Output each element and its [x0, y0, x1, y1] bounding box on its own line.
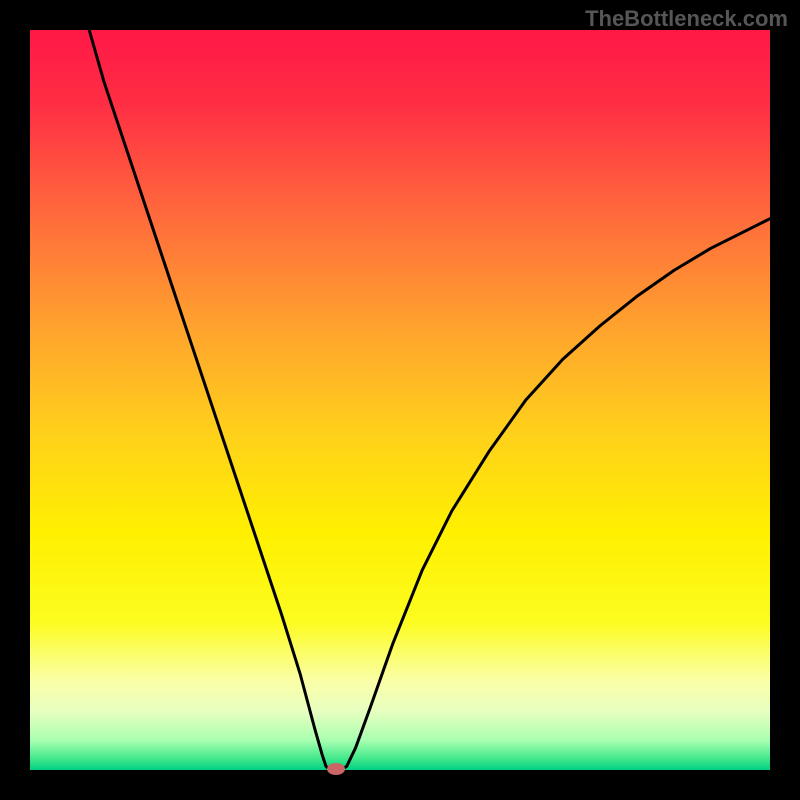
plot-area: [30, 30, 770, 770]
watermark-text: TheBottleneck.com: [585, 6, 788, 32]
bottleneck-curve: [30, 30, 770, 770]
optimum-marker: [327, 763, 345, 775]
plot-background: [30, 30, 770, 770]
